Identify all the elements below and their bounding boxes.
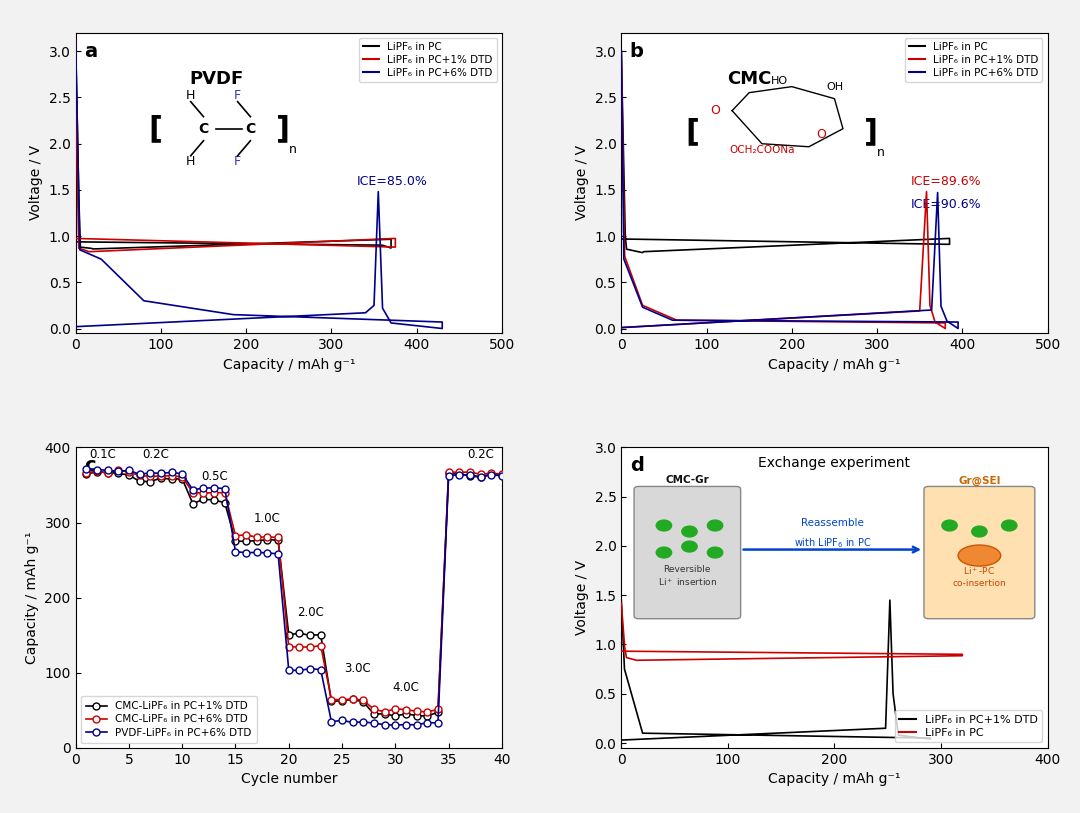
- Text: 0.2C: 0.2C: [468, 448, 494, 461]
- Ellipse shape: [958, 545, 1001, 566]
- Text: HO: HO: [770, 76, 787, 85]
- Text: ]: ]: [276, 114, 289, 143]
- Text: 0.5C: 0.5C: [201, 471, 228, 484]
- Y-axis label: Voltage / V: Voltage / V: [575, 560, 589, 635]
- Legend: LiPF₆ in PC, LiPF₆ in PC+1% DTD, LiPF₆ in PC+6% DTD: LiPF₆ in PC, LiPF₆ in PC+1% DTD, LiPF₆ i…: [359, 37, 497, 82]
- Text: C: C: [199, 122, 208, 136]
- Text: n: n: [288, 143, 297, 156]
- Text: ICE=90.6%: ICE=90.6%: [912, 198, 982, 211]
- Text: PVDF: PVDF: [189, 70, 243, 88]
- Text: CMC-Gr: CMC-Gr: [665, 476, 710, 485]
- Text: Gr@SEI: Gr@SEI: [958, 476, 1001, 485]
- Legend: LiPF₆ in PC, LiPF₆ in PC+1% DTD, LiPF₆ in PC+6% DTD: LiPF₆ in PC, LiPF₆ in PC+1% DTD, LiPF₆ i…: [905, 37, 1042, 82]
- Text: H: H: [186, 155, 195, 168]
- Circle shape: [681, 526, 698, 537]
- Text: [: [: [685, 117, 699, 146]
- Text: F: F: [234, 89, 241, 102]
- Text: O: O: [711, 104, 720, 117]
- Circle shape: [707, 520, 723, 531]
- Y-axis label: Capacity / mAh g⁻¹: Capacity / mAh g⁻¹: [25, 532, 39, 664]
- Text: 2.0C: 2.0C: [297, 606, 324, 619]
- Text: Reversible
Li$^+$ insertion: Reversible Li$^+$ insertion: [658, 565, 717, 588]
- Text: F: F: [234, 155, 241, 168]
- X-axis label: Capacity / mAh g⁻¹: Capacity / mAh g⁻¹: [768, 772, 901, 786]
- Circle shape: [972, 526, 987, 537]
- Text: Reassemble: Reassemble: [801, 518, 864, 528]
- FancyBboxPatch shape: [924, 486, 1035, 619]
- Text: O: O: [816, 128, 826, 141]
- Text: [: [: [148, 114, 162, 143]
- Circle shape: [681, 541, 698, 552]
- FancyBboxPatch shape: [634, 486, 741, 619]
- Text: n: n: [877, 146, 885, 159]
- Circle shape: [1001, 520, 1017, 531]
- Text: 4.0C: 4.0C: [392, 680, 419, 693]
- Text: Exchange experiment: Exchange experiment: [758, 456, 910, 471]
- X-axis label: Capacity / mAh g⁻¹: Capacity / mAh g⁻¹: [222, 358, 355, 372]
- Text: Li$^+$-PC
co-insertion: Li$^+$-PC co-insertion: [953, 566, 1007, 588]
- Legend: CMC-LiPF₆ in PC+1% DTD, CMC-LiPF₆ in PC+6% DTD, PVDF-LiPF₆ in PC+6% DTD: CMC-LiPF₆ in PC+1% DTD, CMC-LiPF₆ in PC+…: [81, 696, 257, 743]
- Circle shape: [942, 520, 957, 531]
- Legend: LiPF₆ in PC+1% DTD, LiPF₆ in PC: LiPF₆ in PC+1% DTD, LiPF₆ in PC: [894, 711, 1042, 742]
- Text: ICE=85.0%: ICE=85.0%: [357, 175, 428, 188]
- Text: b: b: [630, 41, 644, 60]
- Text: C: C: [245, 122, 256, 136]
- Y-axis label: Voltage / V: Voltage / V: [29, 146, 43, 220]
- Text: a: a: [84, 41, 97, 60]
- Text: ]: ]: [864, 117, 878, 146]
- Text: ICE=89.6%: ICE=89.6%: [912, 175, 982, 188]
- Text: 3.0C: 3.0C: [345, 662, 372, 675]
- Text: OH: OH: [826, 81, 843, 92]
- Text: CMC: CMC: [727, 70, 771, 88]
- Text: H: H: [186, 89, 195, 102]
- X-axis label: Cycle number: Cycle number: [241, 772, 337, 786]
- Text: d: d: [630, 456, 644, 476]
- Circle shape: [657, 547, 672, 558]
- Text: 1.0C: 1.0C: [254, 511, 281, 524]
- X-axis label: Capacity / mAh g⁻¹: Capacity / mAh g⁻¹: [768, 358, 901, 372]
- Text: 0.2C: 0.2C: [143, 448, 168, 461]
- Text: OCH₂COONa: OCH₂COONa: [729, 145, 795, 154]
- Y-axis label: Voltage / V: Voltage / V: [575, 146, 589, 220]
- Text: 0.1C: 0.1C: [89, 448, 116, 461]
- Text: c: c: [84, 456, 96, 476]
- Circle shape: [707, 547, 723, 558]
- Text: with LiPF$_6$ in PC: with LiPF$_6$ in PC: [794, 537, 870, 550]
- Circle shape: [657, 520, 672, 531]
